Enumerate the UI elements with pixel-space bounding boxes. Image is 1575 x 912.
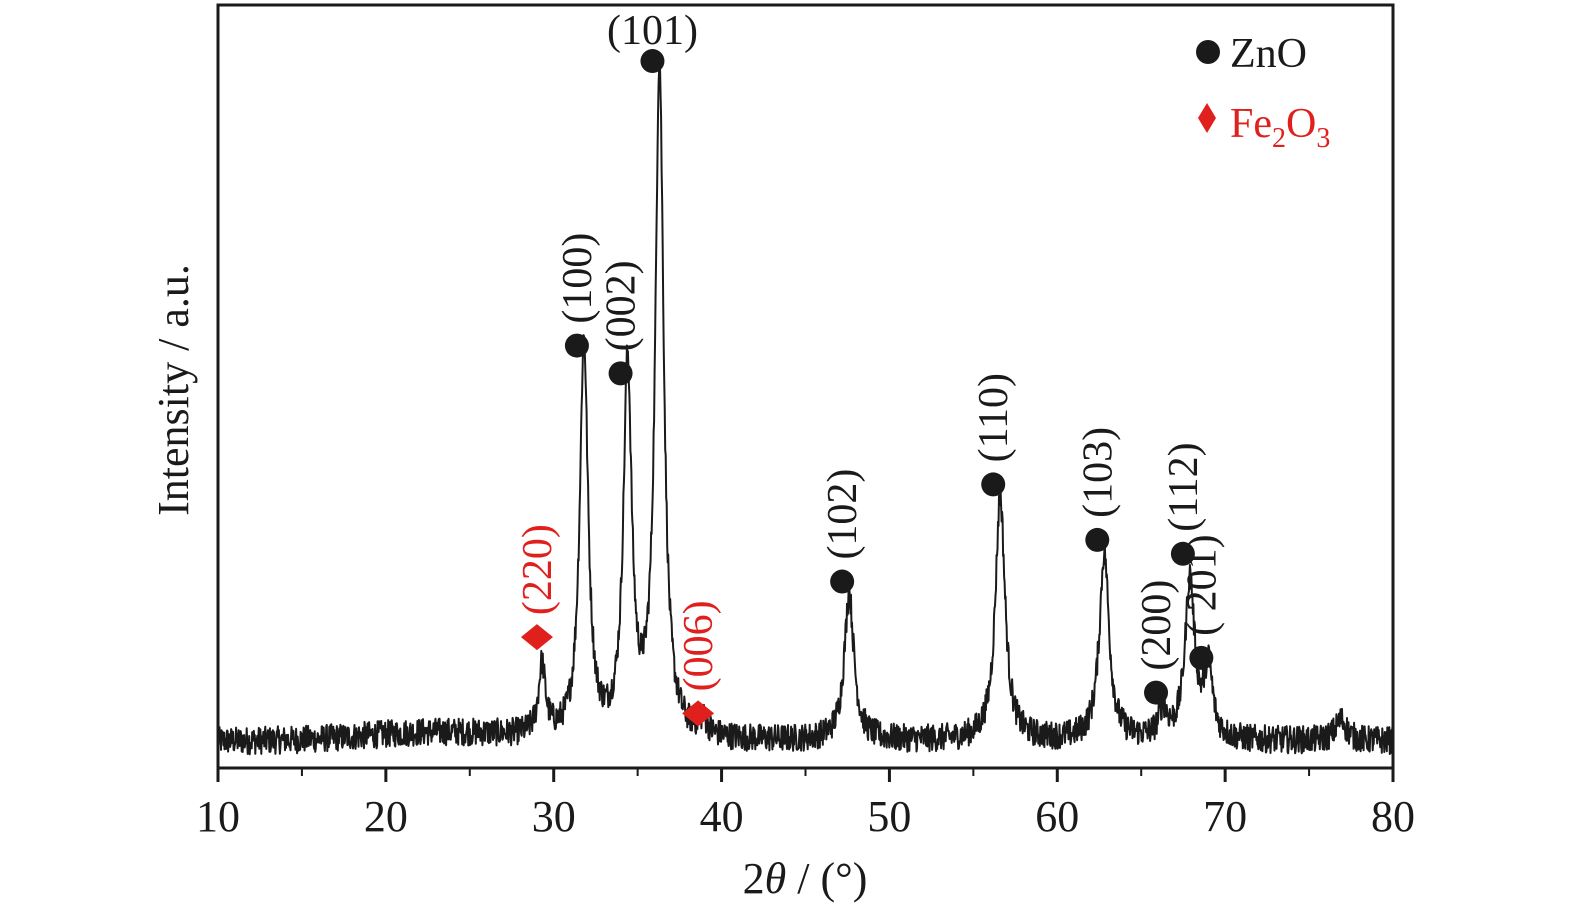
zno-peak-marker <box>1170 541 1195 566</box>
zno-peak-marker <box>640 49 665 74</box>
legend: ZnO Fe2O3 <box>1196 31 1330 154</box>
zno-peak-marker <box>1144 680 1169 705</box>
peak-label: (103) <box>1075 427 1121 518</box>
annotation-layer: (220) (100)(002) (101) (006) (102) (110) (103)… <box>515 8 1225 727</box>
peak-label: ( 201) <box>1179 534 1225 635</box>
fe2o3-peak-marker <box>520 624 553 651</box>
peak-label: (101) <box>607 8 698 54</box>
y-axis-label: Intensity / a.u. <box>149 264 198 516</box>
x-tick-label: 50 <box>867 792 911 841</box>
peak-label: (002) <box>599 260 645 351</box>
zno-peak-marker <box>1085 527 1110 552</box>
xrd-series-line <box>217 55 1394 756</box>
peak-label: (100) <box>555 233 601 324</box>
peak-label: (110) <box>971 373 1017 462</box>
zno-peak-marker <box>1196 40 1220 64</box>
x-tick-label: 30 <box>532 792 576 841</box>
plot-layer <box>217 55 1394 756</box>
peak-label: (006) <box>676 600 722 691</box>
x-tick-label: 20 <box>364 792 408 841</box>
legend-label-zno: ZnO <box>1230 31 1307 77</box>
plot-frame <box>216 3 1395 770</box>
x-tick-label: 10 <box>196 792 240 841</box>
peak-label: (102) <box>820 469 866 560</box>
legend-label-fe2o3: Fe2O3 <box>1230 101 1330 154</box>
peak-label: (112) <box>1161 442 1207 531</box>
fe2o3-peak-marker <box>682 700 715 727</box>
peak-label: (200) <box>1134 580 1180 671</box>
zno-peak-marker <box>830 569 855 594</box>
peak-label: (220) <box>515 524 561 615</box>
fe2o3-legend-marker <box>1198 103 1216 133</box>
zno-peak-marker <box>608 361 633 386</box>
x-tick-label: 80 <box>1371 792 1415 841</box>
x-axis-label: 2θ / (°) <box>743 854 868 903</box>
x-tick-label: 40 <box>700 792 744 841</box>
axes-layer: 10 20 30 40 50 60 70 80 <box>196 3 1415 841</box>
x-tick-label: 60 <box>1035 792 1079 841</box>
zno-peak-marker <box>564 333 589 358</box>
zno-peak-marker <box>981 472 1006 497</box>
zno-peak-marker <box>1189 645 1214 670</box>
x-tick-label: 70 <box>1203 792 1247 841</box>
